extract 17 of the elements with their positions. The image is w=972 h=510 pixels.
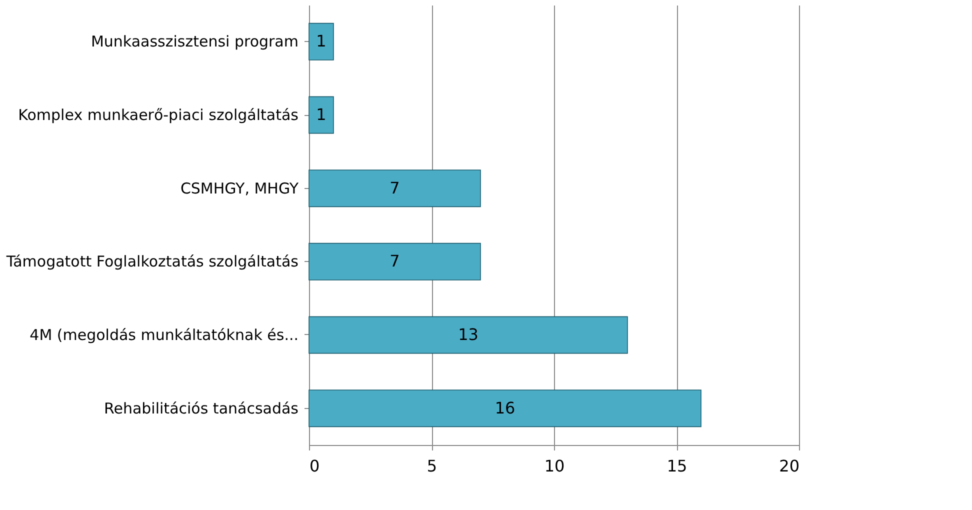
y-tick-label: Komplex munkaerő-piaci szolgáltatás (18, 106, 299, 124)
x-tick-label: 15 (666, 456, 688, 476)
x-tick-label: 5 (426, 456, 438, 476)
data-label: 7 (390, 178, 400, 198)
data-label: 16 (494, 398, 516, 418)
x-tick-label: 20 (779, 456, 800, 476)
y-tick-label: Rehabilitációs tanácsadás (104, 399, 299, 418)
data-label: 1 (316, 105, 326, 124)
y-tick-label: Munkaasszisztensi program (90, 32, 298, 51)
data-label: 7 (390, 252, 400, 271)
y-tick-label: Támogatott Foglalkoztatás szolgáltatás (5, 252, 299, 271)
data-label: 1 (316, 32, 326, 51)
y-tick-label: CSMHGY, MHGY (180, 179, 300, 198)
x-tick-label: 0 (310, 456, 320, 476)
data-label: 13 (458, 325, 478, 344)
x-tick-label: 10 (544, 456, 565, 476)
y-tick-label: 4M (megoldás munkáltatóknak és... (30, 326, 298, 344)
